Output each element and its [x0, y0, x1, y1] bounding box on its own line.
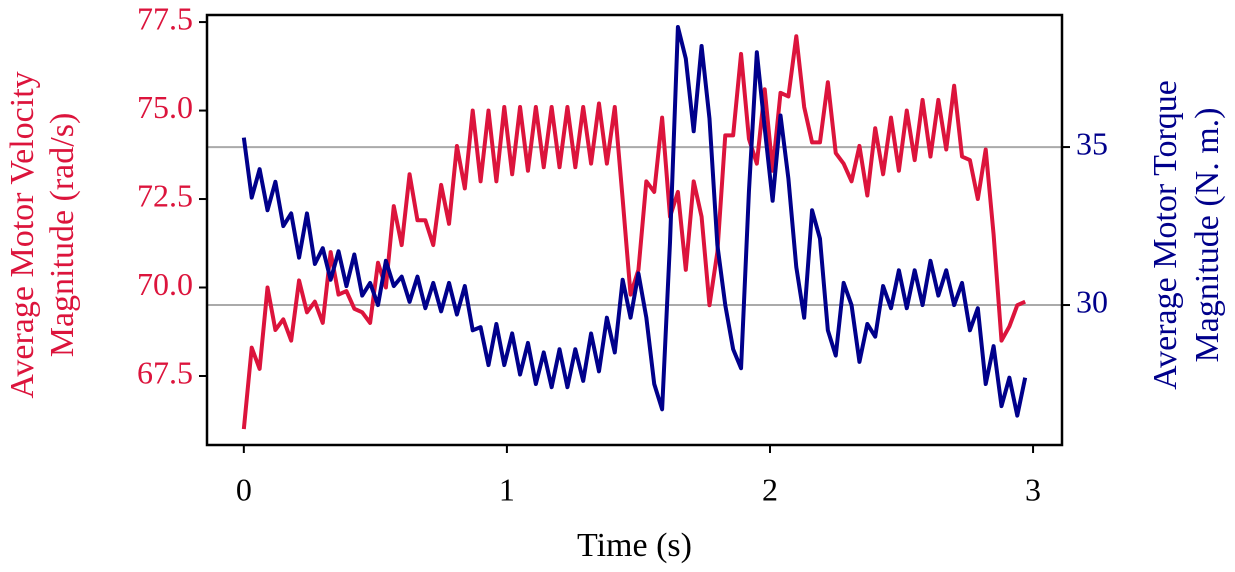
y-axis-label: Average Motor Velocity — [4, 71, 41, 398]
y-tick-label: 77.5 — [137, 0, 193, 36]
y2-tick-label: 35 — [1076, 125, 1108, 161]
y-tick-label: 67.5 — [137, 354, 193, 390]
y-tick-label: 70.0 — [137, 266, 193, 302]
y-axis-label: Magnitude (rad/s) — [44, 113, 81, 358]
y2-axis-label: Magnitude (N. m.) — [1189, 108, 1226, 363]
x-tick-label: 1 — [499, 471, 515, 507]
y2-tick-label: 30 — [1076, 283, 1108, 319]
x-tick-label: 2 — [762, 471, 778, 507]
x-tick-label: 3 — [1025, 471, 1041, 507]
x-axis-label: Time (s) — [577, 527, 692, 564]
x-tick-label: 0 — [236, 471, 252, 507]
y-tick-label: 75.0 — [137, 89, 193, 125]
data-line — [241, 25, 1028, 418]
data-line — [241, 34, 1026, 430]
y2-axis-label: Average Motor Torque — [1147, 80, 1184, 390]
plot-frame — [205, 13, 1064, 447]
y-tick-label: 72.5 — [137, 177, 193, 213]
